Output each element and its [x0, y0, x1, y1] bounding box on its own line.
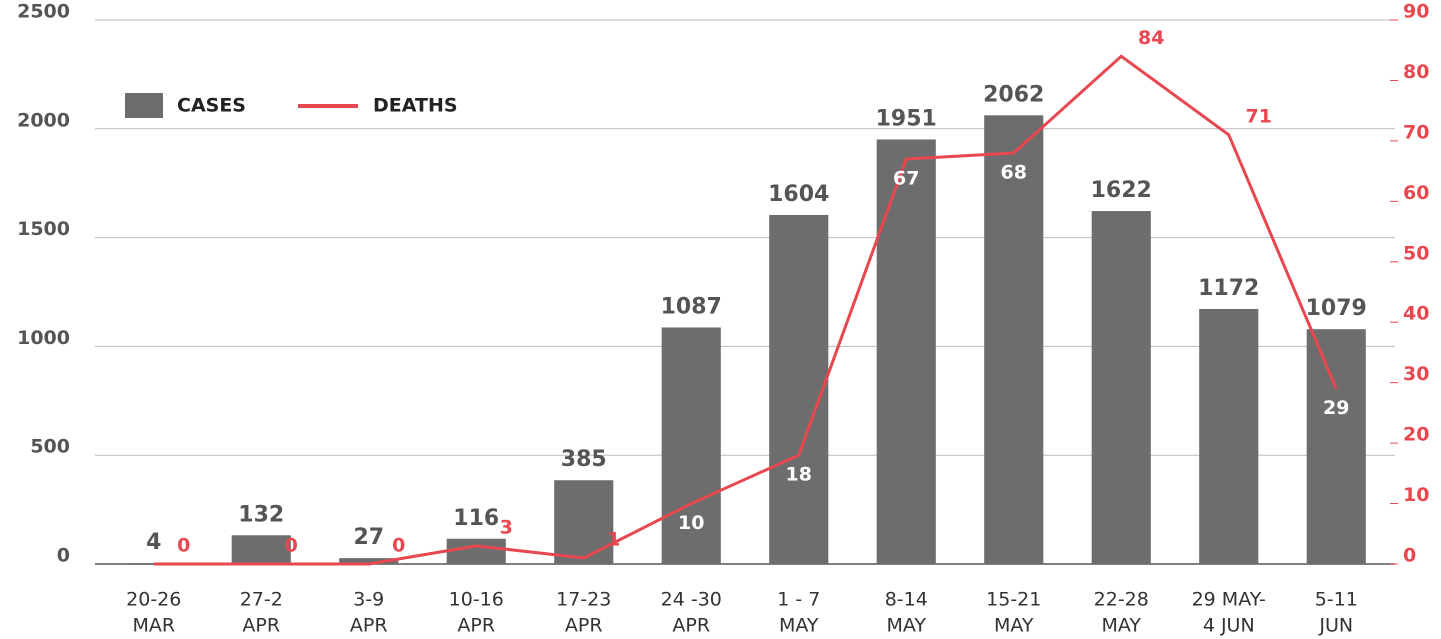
- bar-value-label: 132: [238, 502, 284, 527]
- bar-value-label: 116: [453, 506, 499, 531]
- bar: [876, 139, 936, 564]
- x-tick-label: 15-21: [986, 589, 1041, 611]
- bar: [1091, 211, 1151, 564]
- bar: [339, 558, 399, 564]
- legend-swatch: [125, 93, 163, 118]
- bar-value-label: 1087: [661, 294, 722, 319]
- x-tick-label: APR: [350, 615, 388, 637]
- y2-tick-label: 90: [1403, 1, 1429, 23]
- line-value-label: 67: [893, 168, 919, 190]
- x-tick-label: MAY: [779, 615, 819, 637]
- line-value-label: 0: [177, 535, 190, 557]
- legend-label: CASES: [177, 95, 246, 117]
- y2-tick-label: 80: [1403, 61, 1429, 83]
- x-tick-label: 4 JUN: [1203, 615, 1255, 637]
- x-tick-label: MAY: [994, 615, 1034, 637]
- y-tick-label: 1000: [17, 327, 70, 349]
- y-tick-label: 1500: [17, 218, 70, 240]
- bar-value-label: 1622: [1091, 178, 1152, 203]
- bar: [984, 115, 1044, 564]
- line-value-label: 68: [1001, 161, 1027, 183]
- bar: [446, 538, 506, 564]
- y2-tick-label: 0: [1403, 545, 1416, 567]
- line-value-label: 1: [607, 528, 620, 550]
- y2-tick-label: 50: [1403, 242, 1429, 264]
- x-tick-label: 20-26: [126, 589, 181, 611]
- line-value-label: 0: [285, 535, 298, 557]
- line-value-label: 10: [678, 512, 704, 534]
- line-value-label: 84: [1138, 27, 1164, 49]
- x-tick-label: 8-14: [885, 589, 928, 611]
- x-tick-label: APR: [672, 615, 710, 637]
- x-tick-label: APR: [242, 615, 280, 637]
- y2-tick-label: 40: [1403, 303, 1429, 325]
- x-tick-label: 10-16: [449, 589, 504, 611]
- x-tick-label: 22-28: [1094, 589, 1149, 611]
- y2-tick-label: 70: [1403, 121, 1429, 143]
- y-tick-label: 0: [57, 545, 70, 567]
- x-tick-label: APR: [457, 615, 495, 637]
- x-tick-label: 5-11: [1315, 589, 1358, 611]
- x-tick-label: 17-23: [556, 589, 611, 611]
- bar-value-label: 1951: [876, 106, 937, 131]
- bar-value-label: 4: [146, 530, 161, 555]
- bar-value-label: 1172: [1198, 276, 1259, 301]
- y2-tick-label: 20: [1403, 424, 1429, 446]
- bar: [1306, 329, 1366, 564]
- line-value-label: 3: [500, 516, 513, 538]
- bar-value-label: 1604: [768, 182, 829, 207]
- y2-tick-label: 60: [1403, 182, 1429, 204]
- x-tick-label: 27-2: [240, 589, 283, 611]
- x-tick-label: JUN: [1318, 615, 1353, 637]
- bar-value-label: 1079: [1306, 296, 1367, 321]
- y2-tick-label: 10: [1403, 484, 1429, 506]
- x-tick-label: 3-9: [353, 589, 384, 611]
- line-value-label: 18: [786, 464, 812, 486]
- line: [153, 54, 1338, 566]
- bar: [554, 480, 614, 564]
- y-tick-label: 2000: [17, 109, 70, 131]
- legend-label: DEATHS: [373, 95, 458, 117]
- line-value-label: 29: [1323, 397, 1349, 419]
- y-tick-label: 2500: [17, 1, 70, 23]
- x-tick-label: MAR: [132, 615, 175, 637]
- line-value-label: 71: [1246, 105, 1272, 127]
- bar-value-label: 2062: [983, 82, 1044, 107]
- y2-tick-label: 30: [1403, 363, 1429, 385]
- x-tick-label: MAY: [886, 615, 926, 637]
- x-tick-label: 24 -30: [661, 589, 722, 611]
- line-value-label: 0: [392, 535, 405, 557]
- bar: [1199, 308, 1259, 564]
- x-tick-label: 29 MAY-: [1192, 589, 1266, 611]
- bar: [231, 535, 291, 564]
- x-tick-label: 1 - 7: [777, 589, 820, 611]
- x-tick-label: APR: [565, 615, 603, 637]
- bar-value-label: 385: [561, 447, 607, 472]
- y-tick-label: 500: [30, 436, 70, 458]
- bar: [661, 327, 721, 564]
- bar-value-label: 27: [353, 525, 384, 550]
- bar: [769, 214, 829, 564]
- x-tick-label: MAY: [1101, 615, 1141, 637]
